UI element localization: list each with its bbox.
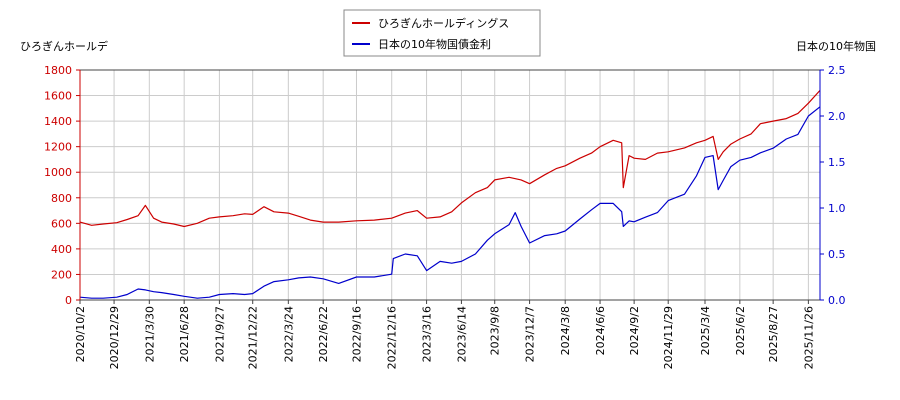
- x-tick-label: 2024/11/29: [662, 306, 675, 369]
- series-lines: [79, 89, 821, 299]
- x-tick-label: 2020/12/29: [108, 306, 121, 369]
- left-axis-label: ひろぎんホールデ: [20, 39, 108, 53]
- x-tick-label: 2025/6/2: [734, 306, 747, 355]
- x-tick-label: 2025/8/27: [767, 306, 780, 362]
- right-tick-label: 1.5: [828, 156, 846, 169]
- x-tick-label: 2022/12/16: [386, 306, 399, 369]
- right-tick-label: 1.0: [828, 202, 846, 215]
- legend-box: [343, 9, 541, 57]
- x-tick-label: 2025/3/4: [699, 306, 712, 355]
- x-tick-label: 2020/10/2: [74, 306, 87, 362]
- right-tick-label: 0.0: [828, 294, 846, 307]
- x-tick-label: 2021/3/30: [143, 306, 156, 362]
- x-tick-label: 2022/3/24: [282, 306, 295, 362]
- x-tick-label: 2022/9/16: [350, 306, 363, 362]
- plot-frame: [79, 69, 821, 301]
- x-tick-label: 2024/6/6: [594, 306, 607, 355]
- grid-lines: [79, 69, 820, 301]
- right-axis-ticks: 0.0 0.5 1.0 1.5 2.0 2.5: [819, 64, 846, 307]
- series-line-stock: [79, 89, 821, 228]
- x-tick-label: 2024/9/2: [628, 306, 641, 355]
- left-tick-label: 1600: [44, 90, 72, 103]
- left-tick-label: 200: [51, 268, 72, 281]
- right-axis-label: 日本の10年物国: [796, 39, 876, 53]
- x-tick-label: 2021/6/28: [178, 306, 191, 362]
- legend-label-bond: 日本の10年物国債金利: [378, 37, 491, 51]
- x-tick-label: 2023/6/14: [455, 306, 468, 362]
- legend-label-stock: ひろぎんホールディングス: [378, 16, 509, 30]
- x-tick-label: 2021/9/27: [213, 306, 226, 362]
- x-tick-label: 2023/9/8: [489, 306, 502, 355]
- right-tick-label: 2.5: [828, 64, 846, 77]
- left-tick-label: 400: [51, 243, 72, 256]
- left-tick-label: 1000: [44, 166, 72, 179]
- right-tick-label: 2.0: [828, 110, 846, 123]
- x-tick-label: 2021/12/22: [247, 306, 260, 369]
- x-axis-ticks: 2020/10/2 2020/12/29 2021/3/30 2021/6/28 202…: [74, 300, 815, 369]
- left-tick-label: 1400: [44, 115, 72, 128]
- left-tick-label: 800: [51, 192, 72, 205]
- legend: ひろぎんホールディングス 日本の10年物国債金利: [343, 9, 541, 57]
- right-tick-label: 0.5: [828, 248, 846, 261]
- x-tick-label: 2023/3/16: [421, 306, 434, 362]
- series-line-bond-yield: [79, 106, 821, 299]
- left-axis-ticks: 0 200 400 600 800 1000 1200 1400 1600 1800: [44, 64, 81, 307]
- x-tick-label: 2022/6/22: [317, 306, 330, 362]
- left-tick-label: 0: [65, 294, 72, 307]
- x-tick-label: 2025/11/26: [802, 306, 815, 369]
- left-tick-label: 1800: [44, 64, 72, 77]
- x-tick-label: 2024/3/8: [559, 306, 572, 355]
- x-tick-label: 2023/12/7: [524, 306, 537, 362]
- left-tick-label: 1200: [44, 141, 72, 154]
- left-tick-label: 600: [51, 217, 72, 230]
